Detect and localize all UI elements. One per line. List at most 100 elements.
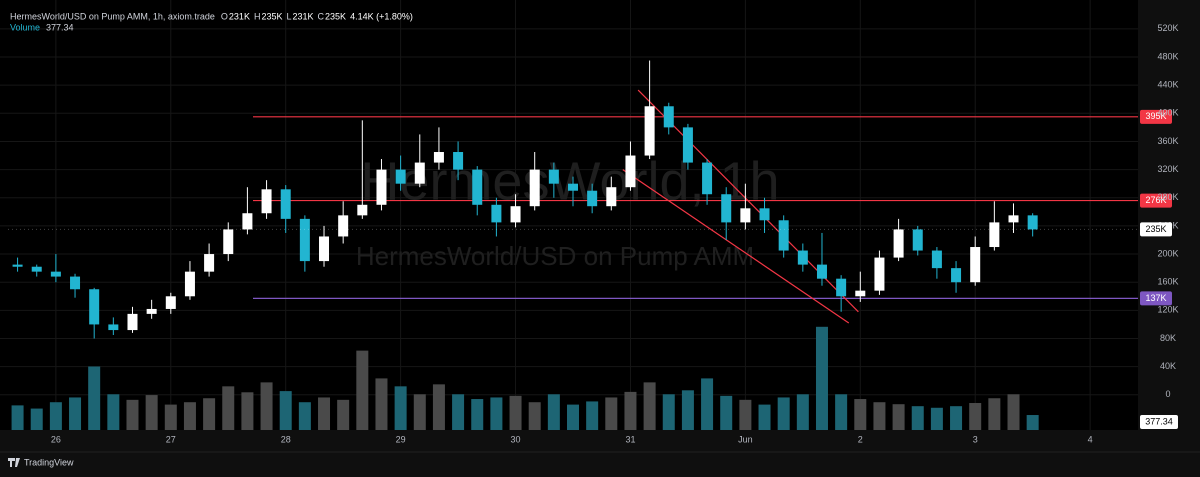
volume-bar xyxy=(835,394,848,430)
candle-body xyxy=(299,218,310,262)
volume-bar xyxy=(126,399,139,430)
level-label: 137K xyxy=(1145,293,1166,303)
candle-body xyxy=(989,222,1000,248)
candle-body xyxy=(261,189,272,214)
volume-bar xyxy=(1007,394,1020,430)
candle-body xyxy=(606,187,617,207)
candle-body xyxy=(31,266,42,272)
volume-bar xyxy=(624,391,637,430)
volume-bar xyxy=(394,386,407,430)
candle-body xyxy=(127,313,138,331)
candle-body xyxy=(357,204,368,216)
candle-body xyxy=(50,271,61,277)
volume-bar xyxy=(413,394,426,430)
candle-body xyxy=(548,169,559,184)
y-tick-label: 520K xyxy=(1157,23,1178,33)
volume-bar xyxy=(758,404,771,430)
volume-bar xyxy=(279,391,292,430)
volume-bar xyxy=(30,408,43,430)
candle-body xyxy=(682,127,693,163)
y-tick-label: 80K xyxy=(1160,333,1176,343)
candle-body xyxy=(912,229,923,251)
volume-bar xyxy=(260,382,273,430)
ohlc-value: 235K xyxy=(261,11,282,21)
candle-body xyxy=(1008,215,1019,223)
x-tick-label: 2 xyxy=(858,434,863,444)
header-title: HermesWorld/USD on Pump AMM, 1h, axiom.t… xyxy=(10,11,215,21)
candle-body xyxy=(663,106,674,128)
volume-bar xyxy=(69,397,82,430)
volume-bar xyxy=(375,378,388,430)
volume-bar xyxy=(720,395,733,430)
candle-body xyxy=(108,324,119,331)
volume-bar xyxy=(528,402,541,430)
level-badge xyxy=(1140,109,1172,124)
ohlc-label: O xyxy=(221,11,228,21)
x-tick-label: 29 xyxy=(396,434,406,444)
ohlc-value: 231K xyxy=(293,11,314,21)
candle-body xyxy=(184,271,195,297)
candle-body xyxy=(702,162,713,195)
candle-body xyxy=(587,190,598,207)
axes-layer: 040K80K120K160K200K240K280K320K360K400K4… xyxy=(8,23,1179,444)
candle-body xyxy=(70,276,81,290)
volume-bar xyxy=(547,394,560,430)
candle-body xyxy=(893,229,904,258)
watermark-sub: HermesWorld/USD on Pump AMM xyxy=(356,241,754,271)
volume-bar xyxy=(796,394,809,430)
volume-bar xyxy=(509,395,522,430)
candle-body xyxy=(165,296,176,309)
volume-badge xyxy=(1140,415,1178,429)
level-label: 395K xyxy=(1145,111,1166,121)
candle-body xyxy=(1027,215,1038,230)
volume-bar xyxy=(471,399,484,430)
volume-bar xyxy=(911,406,924,430)
volume-bar xyxy=(1026,415,1039,430)
candle-body xyxy=(280,189,291,219)
candle-body xyxy=(816,264,827,279)
candles-layer xyxy=(12,60,1038,339)
y-tick-label: 160K xyxy=(1157,277,1178,287)
volume-bar xyxy=(107,394,120,430)
candle-body xyxy=(472,169,483,205)
ohlc-label: H xyxy=(254,11,261,21)
volume-bar xyxy=(662,394,675,430)
volume-badge-label: 377.34 xyxy=(1145,416,1173,426)
volume-bar xyxy=(318,397,331,430)
volume-bar xyxy=(11,405,24,430)
candle-body xyxy=(338,215,349,237)
volume-bar xyxy=(337,399,350,430)
volume-bar xyxy=(222,386,235,430)
volume-bar xyxy=(586,401,599,430)
candle-body xyxy=(146,308,157,314)
candle-body xyxy=(778,220,789,251)
x-tick-label: 31 xyxy=(625,434,635,444)
ohlc-label: C xyxy=(318,11,325,21)
volume-bar xyxy=(49,402,62,430)
volume-bar xyxy=(701,378,714,430)
y-tick-label: 320K xyxy=(1157,164,1178,174)
y-tick-label: 120K xyxy=(1157,305,1178,315)
y-tick-label: 0 xyxy=(1165,389,1170,399)
volume-bar xyxy=(203,398,216,430)
volume-bar xyxy=(643,382,656,430)
y-tick-label: 440K xyxy=(1157,80,1178,90)
x-tick-label: 30 xyxy=(511,434,521,444)
candle-body xyxy=(644,106,655,156)
last-price-label: 235K xyxy=(1145,224,1166,234)
volume-bar xyxy=(432,384,445,430)
ohlc-label: L xyxy=(286,11,291,21)
candle-body xyxy=(529,169,540,207)
candle-body xyxy=(89,289,100,325)
plot-area xyxy=(0,0,1138,430)
volume-bar xyxy=(988,398,1001,430)
volume-bar xyxy=(892,404,905,430)
x-tick-label: 3 xyxy=(973,434,978,444)
candle-body xyxy=(433,152,444,163)
volume-bar xyxy=(452,394,465,430)
x-tick-label: 26 xyxy=(51,434,61,444)
candle-body xyxy=(376,169,387,205)
ohlc-value: 235K xyxy=(325,11,346,21)
volume-bar xyxy=(164,404,177,430)
